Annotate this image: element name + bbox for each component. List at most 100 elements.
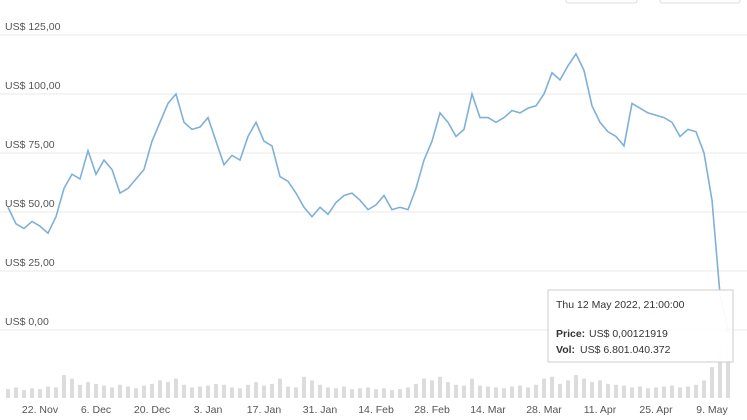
volume-bar [534,384,538,398]
volume-bar [550,376,554,398]
volume-bar [574,375,578,398]
x-tick-label: 14. Mar [470,404,506,416]
tooltip-vol: US$ 6.801.040.372 [580,344,671,356]
volume-bar [670,385,674,398]
volume-bar [70,378,74,398]
volume-bar [454,384,458,398]
volume-bar [582,378,586,398]
tooltip-vol-label: Vol: [556,344,575,356]
volume-bar [278,378,282,398]
y-tick-label: US$ 25,00 [5,257,55,269]
volume-bar [726,338,730,398]
volume-bar [198,386,202,398]
volume-bar [606,383,610,398]
volume-bar [182,384,186,398]
x-tick-label: 28. Feb [414,404,450,416]
volume-bar [334,388,338,398]
volume-bar [294,387,298,398]
volume-bar [718,346,722,398]
volume-bar [702,380,706,398]
volume-bar [494,387,498,398]
volume-bar [238,388,242,398]
volume-bar [22,390,26,398]
x-tick-label: 9. May [696,404,728,416]
volume-bar [30,388,34,398]
x-tick-label: 14. Feb [358,404,394,416]
volume-bar [694,384,698,398]
volume-bar [518,385,522,398]
volume-bar [94,383,98,398]
volume-bar [150,383,154,398]
volume-bar [262,385,266,398]
y-tick-label: US$ 50,00 [5,198,55,210]
volume-bar [478,385,482,398]
volume-bar [654,387,658,398]
volume-bar [142,385,146,398]
volume-bar [422,378,426,398]
volume-bar [446,382,450,398]
volume-bar [78,384,82,398]
volume-bar [510,386,514,398]
y-tick-label: US$ 125,00 [5,21,61,33]
y-tick-label: US$ 75,00 [5,139,55,151]
volume-bar [174,378,178,398]
volume-bar [62,375,66,398]
volume-bar [502,388,506,398]
volume-bar [430,380,434,398]
x-tick-label: 31. Jan [303,404,338,416]
x-tick-label: 25. Apr [639,404,673,416]
volume-bar [638,386,642,398]
volume-bar [406,387,410,398]
tooltip-price: US$ 0,00121919 [589,328,668,340]
volume-bar [382,388,386,398]
x-tick-label: 11. Apr [584,404,617,416]
volume-bar [38,389,42,398]
volume-bar [686,386,690,398]
volume-bar [6,389,10,398]
tooltip: Thu 12 May 2022, 21:00:00 Price: US$ 0,0… [547,289,734,363]
x-tick-label: 22. Nov [22,404,59,416]
volume-bar [102,385,106,398]
volume-bar [190,387,194,398]
volume-bar [622,385,626,398]
volume-bar [310,380,314,398]
volume-bar [470,378,474,398]
x-tick-label: 3. Jan [194,404,223,416]
volume-bar [126,386,130,398]
x-tick-label: 17. Jan [247,404,282,416]
y-tick-label: US$ 100,00 [5,80,61,92]
volume-bar [222,384,226,398]
volume-bar [358,388,362,398]
volume-bar [166,382,170,398]
x-tick-label: 6. Dec [81,404,111,416]
volume-bar [254,382,258,398]
toolbar-button[interactable] [565,0,638,4]
volume-bar [614,384,618,398]
volume-bar [206,385,210,398]
volume-bar [526,387,530,398]
volume-bar [542,378,546,398]
volume-bar [566,380,570,398]
volume-bar [46,386,50,398]
volume-bar [350,389,354,398]
volume-bar [134,388,138,398]
volume-bar [414,383,418,398]
price-line [7,52,729,331]
volume-bar [438,376,442,398]
volume-bar [230,387,234,398]
volume-bar [630,387,634,398]
volume-bar [270,383,274,398]
volume-bar [86,382,90,398]
volume-bar [54,387,58,398]
volume-bar [286,386,290,398]
volume-bar [646,388,650,398]
volume-bar [390,390,394,398]
volume-bar [326,387,330,398]
volume-bar [598,380,602,398]
tooltip-date: Thu 12 May 2022, 21:00:00 [556,299,685,311]
volume-bar [158,380,162,398]
x-tick-label: 28. Mar [526,404,562,416]
volume-bar [590,382,594,398]
toolbar-button[interactable] [659,0,741,4]
